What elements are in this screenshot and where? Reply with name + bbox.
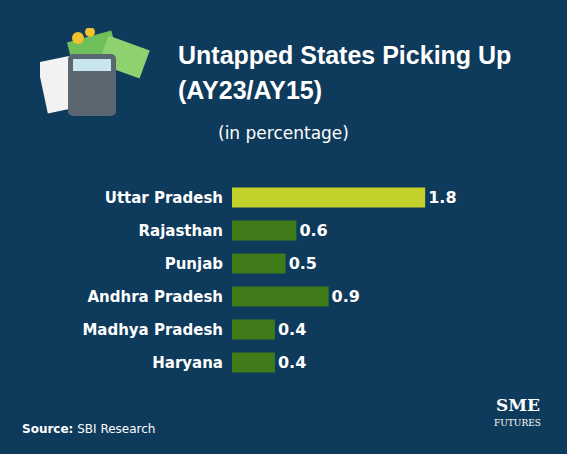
svg-text:Andhra Pradesh: Andhra Pradesh: [88, 288, 223, 306]
svg-text:FUTURES: FUTURES: [494, 418, 541, 428]
svg-text:Source: SBI Research: Source: SBI Research: [22, 422, 155, 436]
svg-text:0.4: 0.4: [278, 353, 306, 372]
svg-text:Madhya Pradesh: Madhya Pradesh: [82, 321, 223, 339]
svg-text:0.5: 0.5: [289, 254, 317, 273]
html-text:Untapped States Picking Up (AY: Untapped States Picking Up (AY23/AY15): [178, 41, 512, 104]
svg-text:Uttar Pradesh: Uttar Pradesh: [105, 189, 223, 207]
svg-text:(in percentage): (in percentage): [218, 123, 349, 143]
svg-text:Haryana: Haryana: [152, 354, 223, 372]
svg-text:0.9: 0.9: [332, 287, 360, 306]
svg-text:Rajasthan: Rajasthan: [138, 222, 223, 240]
svg-text:1.8: 1.8: [428, 188, 456, 207]
svg-text:Punjab: Punjab: [165, 255, 224, 273]
svg-text:0.4: 0.4: [278, 320, 306, 339]
svg-text:SME: SME: [496, 395, 540, 415]
svg-text:0.6: 0.6: [299, 221, 327, 240]
